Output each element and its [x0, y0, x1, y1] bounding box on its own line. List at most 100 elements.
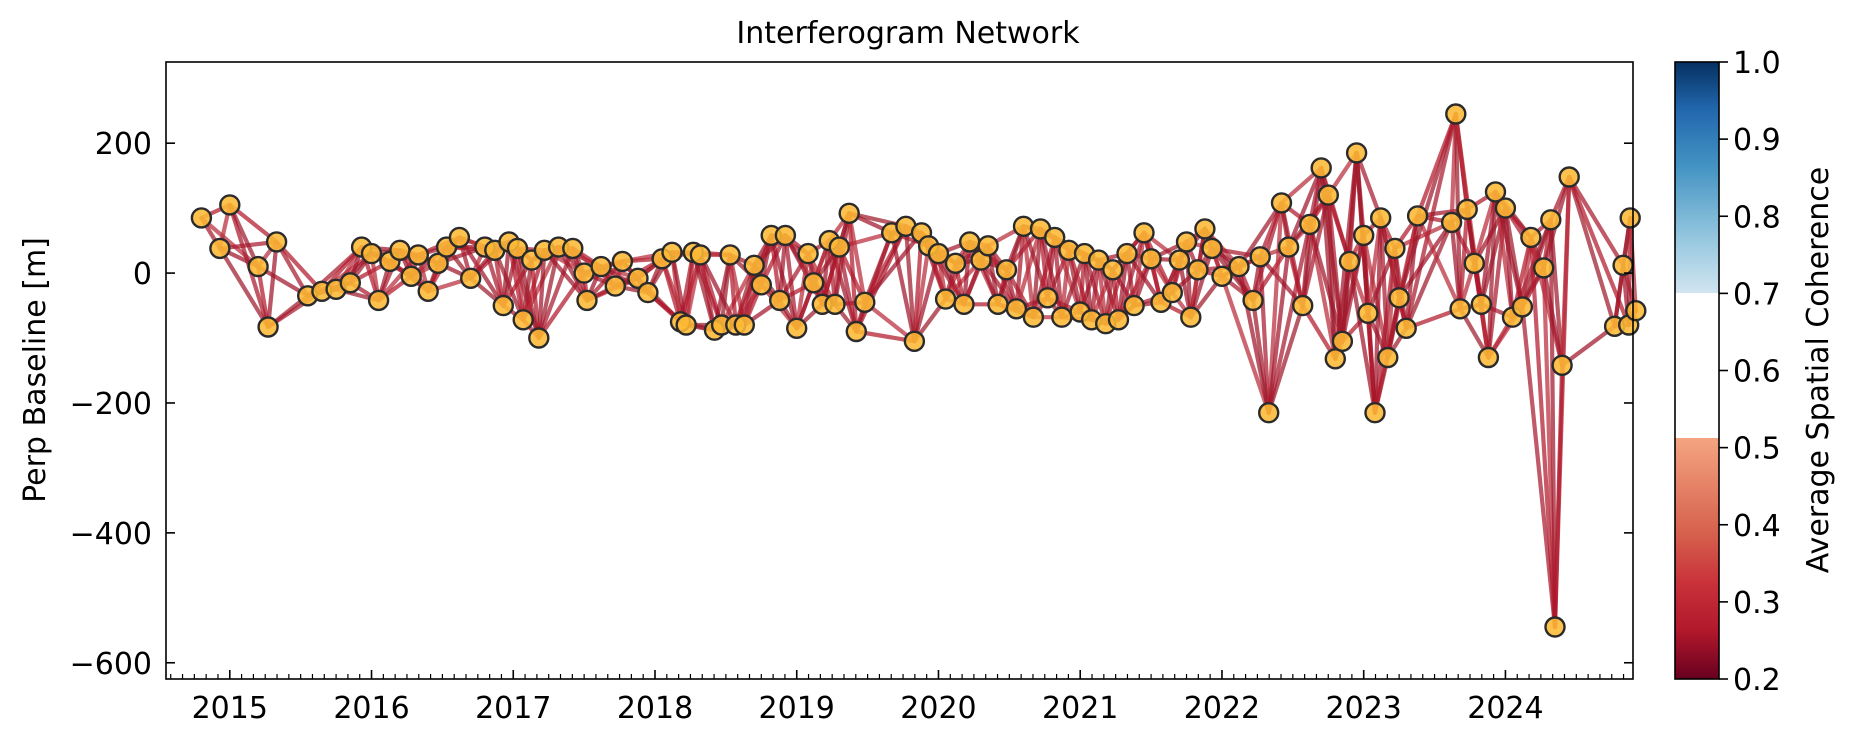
- network-edge: [719, 252, 733, 328]
- acquisition-point: [1463, 252, 1486, 274]
- network-edge: [1031, 226, 1043, 320]
- acquisition-point: [743, 254, 765, 276]
- acquisition-point: [1123, 294, 1145, 317]
- acquisition-point: [944, 252, 967, 274]
- acquisition-point: [1299, 213, 1321, 236]
- acquisition-point: [1357, 302, 1379, 324]
- x-tick-label: 2023: [1326, 691, 1402, 726]
- network-edge: [457, 235, 506, 308]
- network-edge: [1021, 224, 1036, 320]
- acquisition-point: [1180, 306, 1202, 328]
- acquisition-point: [576, 289, 598, 312]
- acquisition-point: [492, 294, 514, 317]
- acquisition-point: [247, 255, 269, 278]
- acquisition-point: [611, 250, 634, 273]
- x-tick-label: 2020: [900, 691, 976, 726]
- network-edge: [1307, 222, 1345, 344]
- colorbar-fill-top: [1675, 62, 1719, 293]
- network-edge: [542, 248, 590, 303]
- acquisition-point: [1168, 249, 1191, 271]
- acquisition-point: [1625, 300, 1647, 322]
- acquisition-point: [824, 293, 846, 315]
- acquisition-point: [1175, 231, 1198, 253]
- acquisition-point: [1338, 250, 1361, 273]
- acquisition-point: [1324, 348, 1347, 370]
- network-edge: [1396, 220, 1454, 300]
- acquisition-point: [1532, 257, 1555, 279]
- acquisition-point: [1201, 237, 1223, 260]
- network-edge: [1520, 304, 1558, 630]
- acquisition-point: [1511, 296, 1534, 318]
- network-edge: [847, 211, 859, 334]
- network-edge: [1548, 217, 1558, 630]
- network-edge: [769, 233, 799, 331]
- network-edge: [1266, 222, 1312, 415]
- network-lines: [199, 111, 1638, 630]
- acquisition-point: [1445, 103, 1467, 125]
- acquisition-point: [903, 330, 926, 352]
- network-edge: [266, 239, 279, 330]
- acquisition-point: [733, 314, 755, 336]
- acquisition-point: [1161, 281, 1184, 304]
- acquisition-point: [1249, 246, 1271, 268]
- colorbar: 1.0 0.9 0.8 0.7 0.6 0.5 0.4 0.3 0.2 Average Spat…: [1674, 46, 1836, 698]
- acquisition-point: [1477, 346, 1500, 369]
- plot-frame: [165, 61, 1634, 680]
- network-points: [190, 103, 1647, 638]
- network-edge: [847, 211, 867, 305]
- acquisition-point: [512, 309, 534, 331]
- acquisition-point: [190, 207, 213, 229]
- network-edge: [1404, 111, 1458, 331]
- network-edge: [1404, 213, 1420, 331]
- acquisition-point: [689, 244, 712, 266]
- y-axis-label: Perp Baseline [m]: [18, 237, 53, 503]
- y-axis: 200 0 −200 −400 −600: [70, 127, 1633, 682]
- acquisition-point: [448, 226, 471, 249]
- x-tick-label: 2022: [1184, 691, 1260, 726]
- acquisition-point: [995, 259, 1018, 281]
- network-edge: [1378, 215, 1390, 360]
- acquisition-point: [1345, 142, 1368, 164]
- network-edge: [1548, 217, 1565, 368]
- network-edge: [536, 248, 547, 341]
- network-edge: [1567, 174, 1626, 268]
- acquisition-point: [1369, 207, 1392, 229]
- colorbar-tick-label: 1.0: [1733, 46, 1781, 81]
- acquisition-point: [1270, 192, 1293, 214]
- network-edge: [1014, 224, 1026, 311]
- y-tick-label: 0: [133, 257, 152, 292]
- acquisition-point: [1291, 294, 1314, 317]
- colorbar-label: Average Spatial Coherence: [1801, 167, 1836, 573]
- acquisition-point: [257, 316, 279, 338]
- acquisition-point: [1449, 298, 1471, 320]
- acquisition-point: [769, 289, 791, 312]
- acquisition-point: [400, 265, 422, 287]
- acquisition-point: [562, 237, 584, 260]
- network-edge: [1567, 174, 1617, 329]
- network-edge: [1052, 235, 1064, 320]
- acquisition-point: [417, 280, 439, 302]
- acquisition-point: [1036, 287, 1059, 309]
- acquisition-point: [1187, 259, 1209, 281]
- acquisition-point: [845, 320, 867, 343]
- acquisition-point: [1494, 197, 1517, 219]
- acquisition-point: [1352, 224, 1375, 247]
- acquisition-point: [265, 231, 288, 253]
- y-tick-label: 200: [95, 127, 152, 162]
- acquisition-point: [219, 194, 241, 216]
- acquisition-point: [661, 241, 683, 264]
- acquisition-point: [1310, 157, 1332, 179]
- acquisition-point: [838, 202, 860, 225]
- network-edge: [1415, 213, 1463, 311]
- acquisition-point: [1440, 211, 1463, 234]
- acquisition-point: [460, 267, 482, 289]
- acquisition-point: [209, 237, 231, 260]
- acquisition-point: [1364, 402, 1386, 424]
- acquisition-point: [786, 317, 808, 339]
- acquisition-point: [367, 289, 390, 312]
- network-edge: [889, 230, 917, 344]
- acquisition-point: [1544, 616, 1566, 638]
- acquisition-point: [1395, 317, 1417, 339]
- x-tick-label: 2017: [475, 691, 551, 726]
